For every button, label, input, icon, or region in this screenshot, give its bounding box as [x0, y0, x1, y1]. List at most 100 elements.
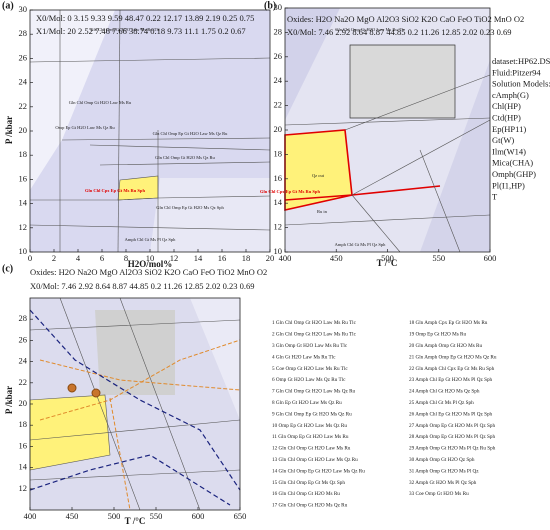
boundary — [117, 9, 121, 253]
y-tick-label: 22 — [274, 100, 283, 110]
sample-point — [67, 383, 77, 393]
boundary — [29, 224, 271, 231]
legend-entry: 15 Gln Chl Omp Ep Gt Ms Qz Sph — [272, 480, 345, 486]
panel-label: (b) — [264, 0, 276, 11]
path-line — [29, 454, 231, 506]
y-tick-label: 24 — [274, 75, 283, 85]
field — [420, 60, 490, 252]
legend-entry: cAmph(G) — [492, 90, 529, 100]
y-tick-label: 10 — [274, 246, 283, 256]
legend-entry: 16 Gln Chl Omp Gt H2O Ms Ru — [272, 491, 340, 497]
x-tick-label: 550 — [432, 253, 445, 263]
y-tick-label: 22 — [19, 101, 28, 111]
x-tick-label: 400 — [279, 253, 292, 263]
field — [95, 310, 175, 395]
boundary — [29, 57, 271, 63]
header-line: X0/Mol: 7.46 2.92 8.64 8.87 44.85 0.2 11… — [30, 281, 254, 291]
field — [285, 8, 340, 120]
field-label: Gln Chl Cpx Ep Gt Ms Ru Sph — [260, 189, 320, 194]
x-tick-label: 12 — [170, 253, 179, 263]
legend-entry: Pl(I1,HP) — [492, 180, 525, 190]
boundary — [284, 214, 491, 226]
y-axis-label: P /kbar — [4, 116, 14, 144]
boundary — [29, 419, 241, 441]
legend-entry: Mica(CHA) — [492, 158, 533, 168]
y-tick-label: 10 — [19, 246, 28, 256]
x-tick-label: 500 — [381, 253, 394, 263]
legend-entry: 13 Gln Chl Omp Gt H2O Law Ms Qz Ru — [272, 457, 358, 463]
legend-entry: 29 Amph Omp Gt H2O Ms Pl Qz Ru Sph — [409, 446, 496, 452]
legend-entry: Gt(W) — [492, 135, 514, 145]
y-tick-label: 16 — [274, 173, 283, 183]
legend-entry: Ilm(W14) — [492, 146, 526, 156]
legend-entry: 25 Amph Chl Gt Ms Pl Qz Sph — [409, 400, 474, 406]
boundary — [89, 144, 271, 151]
field-label: Gln Chl Omp Gt H2O Law Ms Ru Tlc — [335, 27, 404, 32]
legend-entry: Fluid:Pitzer94 — [492, 67, 541, 77]
panel-b-fields — [284, 8, 491, 253]
boundary — [344, 74, 491, 131]
field-label: Gln Chl Cpx Ep Gt Ms Ru Sph — [85, 188, 145, 193]
y-tick-label: 18 — [19, 149, 28, 159]
boundary — [61, 137, 271, 141]
header-line: Oxides: H2O Na2O MgO Al2O3 SiO2 K2O CaO … — [287, 14, 524, 24]
legend-entry: Ep(HP11) — [492, 124, 526, 134]
panel-label: (c) — [2, 263, 13, 274]
legend-entry: 20 Gln Amph Omp Gt H2O Ms Ru — [409, 343, 482, 349]
legend-entry: 30 Amph Omp Gt H2O Qz Sph — [409, 457, 475, 463]
isopleth — [39, 339, 241, 421]
legend-entry: 31 Amph Omp Gt H2O Ms Pl Qz — [409, 468, 479, 474]
x-tick-label: 450 — [66, 511, 79, 521]
y-tick-label: 30 — [274, 2, 283, 12]
x-tick-label: 500 — [108, 511, 121, 521]
legend-entry: dataset:HP62.DS — [492, 56, 550, 66]
y-tick-label: 28 — [19, 28, 28, 38]
y-tick-label: 28 — [19, 313, 28, 323]
legend-entry: 14 Gln Chl Omp Ep Gt H2O Law Ms Qz Ru — [272, 468, 365, 474]
boundary — [59, 297, 141, 511]
x-tick-label: 0 — [28, 253, 32, 263]
boundary — [351, 119, 491, 196]
x-tick-label: 650 — [234, 511, 247, 521]
legend-entry: Omph(GHP) — [492, 169, 536, 179]
field-label: Omp Ep Gt H2O Law Ms Qz Ru — [55, 125, 115, 130]
legend-entry: 11 Gln Omp Ep Gt H2O Law Ms Ru — [272, 434, 349, 440]
legend-entry: 21 Gln Amph Omp Ep Gt H2O Ms Qz Ru — [409, 354, 497, 360]
field-label: Amph Chl Gt Ms Pl Qz Sph — [335, 242, 387, 247]
legend-entry: 33 Coe Omp Gt H2O Ms Ru — [409, 491, 469, 497]
boundary — [284, 117, 491, 126]
legend-entry: 5 Coe Omp Gt H2O Law Ms Ru Tlc — [272, 366, 348, 372]
isopleth — [109, 397, 131, 511]
x-tick-label: 450 — [330, 253, 343, 263]
y-tick-label: 12 — [274, 222, 283, 232]
y-tick-label: 20 — [19, 125, 28, 135]
y-tick-label: 20 — [274, 124, 283, 134]
x-tick-label: 2 — [52, 253, 56, 263]
legend-entry: 27 Amph Omp Ep Gt H2O Ms Pl Qz Sph — [409, 423, 495, 429]
panel-a-fields — [29, 9, 271, 253]
legend-entry: 26 Amph Chl Ep Gt H2O Ms Pl Qz Sph — [409, 411, 493, 417]
panel-label: (a) — [2, 0, 14, 11]
field — [190, 298, 240, 420]
isopleth — [39, 359, 241, 391]
y-tick-label: 26 — [19, 52, 28, 62]
y-tick-label: 30 — [19, 4, 28, 14]
field — [30, 10, 115, 190]
y-tick-label: 24 — [19, 77, 28, 87]
boundary — [29, 319, 241, 331]
field-label: Ru in — [317, 209, 328, 214]
boundary — [351, 194, 401, 253]
legend-entry: Chl(HP) — [492, 101, 521, 111]
x-tick-label: 4 — [76, 253, 81, 263]
y-tick-label: 14 — [274, 197, 283, 207]
header-line: Oxides: H2O Na2O MgO Al2O3 SiO2 K2O CaO … — [30, 267, 267, 277]
legend-entry: 4 Gln Gt H2O Law Ms Ru Tlc — [272, 354, 336, 360]
legend-entry: 7 Gln Chl Omp Gt H2O Law Ms Qz Ru — [272, 389, 356, 395]
field-label: Gln Chl Omp Ep Gt H2O Ms Qz Sph — [156, 205, 224, 210]
legend-entry: 8 Gln Ep Gt H2O Law Ms Qz Ru — [272, 400, 342, 406]
y-tick-label: 12 — [19, 483, 28, 493]
field-label: Qz out — [312, 173, 325, 178]
boundary — [30, 195, 271, 201]
y-tick-label: 18 — [274, 148, 283, 158]
boundary — [99, 161, 271, 166]
